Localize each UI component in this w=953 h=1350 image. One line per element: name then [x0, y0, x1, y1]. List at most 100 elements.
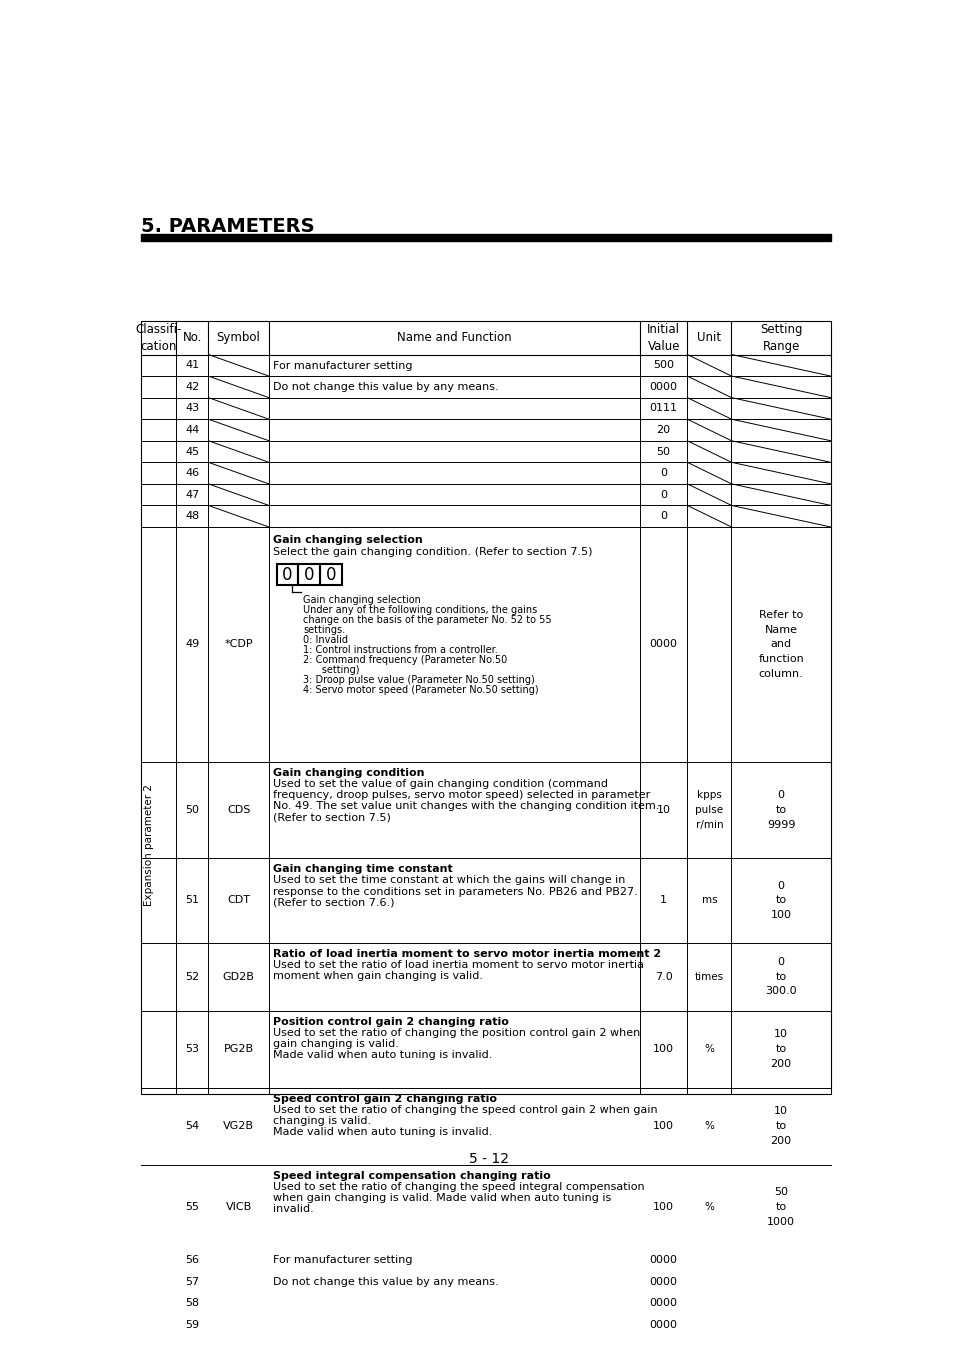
Text: VG2B: VG2B	[223, 1120, 253, 1131]
Text: 0: Invalid: 0: Invalid	[303, 634, 348, 645]
Text: response to the conditions set in parameters No. PB26 and PB27.: response to the conditions set in parame…	[274, 887, 638, 896]
Text: 47: 47	[185, 490, 199, 500]
Text: kpps
pulse
r/min: kpps pulse r/min	[695, 790, 722, 830]
Text: 4: Servo motor speed (Parameter No.50 setting): 4: Servo motor speed (Parameter No.50 se…	[303, 684, 538, 695]
Text: 44: 44	[185, 425, 199, 435]
Text: Used to set the value of gain changing condition (command: Used to set the value of gain changing c…	[274, 779, 608, 790]
Text: Expansion parameter 2: Expansion parameter 2	[144, 784, 153, 906]
Bar	[298, 564, 319, 586]
Text: 42: 42	[185, 382, 199, 391]
Text: 0000: 0000	[649, 1256, 677, 1265]
Text: 58: 58	[185, 1299, 199, 1308]
Text: times: times	[694, 972, 723, 981]
Text: 0000: 0000	[649, 1299, 677, 1308]
Text: 0000: 0000	[649, 382, 677, 391]
Text: No. 49. The set value unit changes with the changing condition item.: No. 49. The set value unit changes with …	[274, 802, 659, 811]
Text: moment when gain changing is valid.: moment when gain changing is valid.	[274, 971, 483, 981]
Text: 49: 49	[185, 640, 199, 649]
Text: %: %	[703, 1120, 714, 1131]
Text: Symbol: Symbol	[216, 331, 260, 344]
Text: Refer to
Name
and
function
column.: Refer to Name and function column.	[758, 610, 803, 679]
Text: (Refer to section 7.5): (Refer to section 7.5)	[274, 813, 391, 822]
Text: Setting
Range: Setting Range	[759, 323, 801, 352]
Text: 0: 0	[325, 566, 335, 583]
Bar	[319, 564, 341, 586]
Text: 41: 41	[185, 360, 199, 370]
Text: 0
to
100: 0 to 100	[770, 880, 791, 921]
Text: 0: 0	[659, 512, 666, 521]
Text: Initial
Value: Initial Value	[646, 323, 679, 352]
Text: 46: 46	[185, 468, 199, 478]
Text: 10: 10	[656, 805, 670, 815]
Bar	[141, 235, 830, 242]
Text: (Refer to section 7.6.): (Refer to section 7.6.)	[274, 898, 395, 907]
Text: 43: 43	[185, 404, 199, 413]
Text: For manufacturer setting: For manufacturer setting	[274, 1256, 413, 1265]
Text: 55: 55	[185, 1202, 199, 1212]
Text: 1: 1	[659, 895, 666, 906]
Text: VICB: VICB	[225, 1202, 252, 1212]
Text: 59: 59	[185, 1320, 199, 1330]
Text: when gain changing is valid. Made valid when auto tuning is: when gain changing is valid. Made valid …	[274, 1193, 611, 1203]
Text: Do not change this value by any means.: Do not change this value by any means.	[274, 1277, 498, 1287]
Text: CDT: CDT	[227, 895, 250, 906]
Text: change on the basis of the parameter No. 52 to 55: change on the basis of the parameter No.…	[303, 614, 551, 625]
Text: Select the gain changing condition. (Refer to section 7.5): Select the gain changing condition. (Ref…	[274, 547, 593, 556]
Text: 57: 57	[185, 1277, 199, 1287]
Text: Gain changing selection: Gain changing selection	[274, 535, 423, 544]
Text: *CDP: *CDP	[224, 640, 253, 649]
Text: settings.: settings.	[303, 625, 345, 634]
Text: 45: 45	[185, 447, 199, 456]
Text: 51: 51	[185, 895, 199, 906]
Text: For manufacturer setting: For manufacturer setting	[274, 360, 413, 371]
Text: 3: Droop pulse value (Parameter No.50 setting): 3: Droop pulse value (Parameter No.50 se…	[303, 675, 534, 684]
Text: 500: 500	[653, 360, 674, 370]
Text: 0
to
9999: 0 to 9999	[766, 790, 795, 830]
Text: Do not change this value by any means.: Do not change this value by any means.	[274, 382, 498, 393]
Text: 50
to
1000: 50 to 1000	[766, 1187, 794, 1227]
Text: Used to set the ratio of load inertia moment to servo motor inertia: Used to set the ratio of load inertia mo…	[274, 960, 644, 971]
Text: 48: 48	[185, 512, 199, 521]
Text: GD2B: GD2B	[222, 972, 254, 981]
Bar	[276, 564, 298, 586]
Text: 0: 0	[659, 490, 666, 500]
Text: frequency, droop pulses, servo motor speed) selected in parameter: frequency, droop pulses, servo motor spe…	[274, 790, 650, 801]
Text: %: %	[703, 1202, 714, 1212]
Text: CDS: CDS	[227, 805, 250, 815]
Text: 100: 100	[653, 1120, 674, 1131]
Text: changing is valid.: changing is valid.	[274, 1116, 372, 1126]
Text: Name and Function: Name and Function	[396, 331, 511, 344]
Text: 0: 0	[282, 566, 293, 583]
Text: 52: 52	[185, 972, 199, 981]
Text: 10
to
200: 10 to 200	[770, 1029, 791, 1069]
Text: 0000: 0000	[649, 640, 677, 649]
Text: PG2B: PG2B	[223, 1044, 253, 1054]
Text: ms: ms	[700, 895, 717, 906]
Text: Used to set the ratio of changing the speed control gain 2 when gain: Used to set the ratio of changing the sp…	[274, 1104, 658, 1115]
Text: 50: 50	[656, 447, 670, 456]
Text: Unit: Unit	[697, 331, 720, 344]
Text: Gain changing time constant: Gain changing time constant	[274, 864, 453, 875]
Text: No.: No.	[182, 331, 202, 344]
Bar	[141, 320, 830, 1094]
Text: Made valid when auto tuning is invalid.: Made valid when auto tuning is invalid.	[274, 1050, 493, 1060]
Text: 0: 0	[304, 566, 314, 583]
Text: invalid.: invalid.	[274, 1204, 314, 1214]
Text: 100: 100	[653, 1202, 674, 1212]
Text: Under any of the following conditions, the gains: Under any of the following conditions, t…	[303, 605, 537, 614]
Text: 100: 100	[653, 1044, 674, 1054]
Text: 7.0: 7.0	[654, 972, 672, 981]
Text: 0
to
300.0: 0 to 300.0	[764, 957, 796, 996]
Text: Speed integral compensation changing ratio: Speed integral compensation changing rat…	[274, 1170, 551, 1181]
Text: 0: 0	[659, 468, 666, 478]
Text: 5. PARAMETERS: 5. PARAMETERS	[141, 217, 314, 236]
Text: 54: 54	[185, 1120, 199, 1131]
Text: 5 - 12: 5 - 12	[469, 1152, 508, 1166]
Text: 0000: 0000	[649, 1277, 677, 1287]
Text: %: %	[703, 1044, 714, 1054]
Text: 1: Control instructions from a controller.: 1: Control instructions from a controlle…	[303, 645, 497, 655]
Text: Used to set the ratio of changing the position control gain 2 when: Used to set the ratio of changing the po…	[274, 1027, 640, 1038]
Text: Used to set the ratio of changing the speed integral compensation: Used to set the ratio of changing the sp…	[274, 1181, 644, 1192]
Text: 0111: 0111	[649, 404, 677, 413]
Text: 0000: 0000	[649, 1320, 677, 1330]
